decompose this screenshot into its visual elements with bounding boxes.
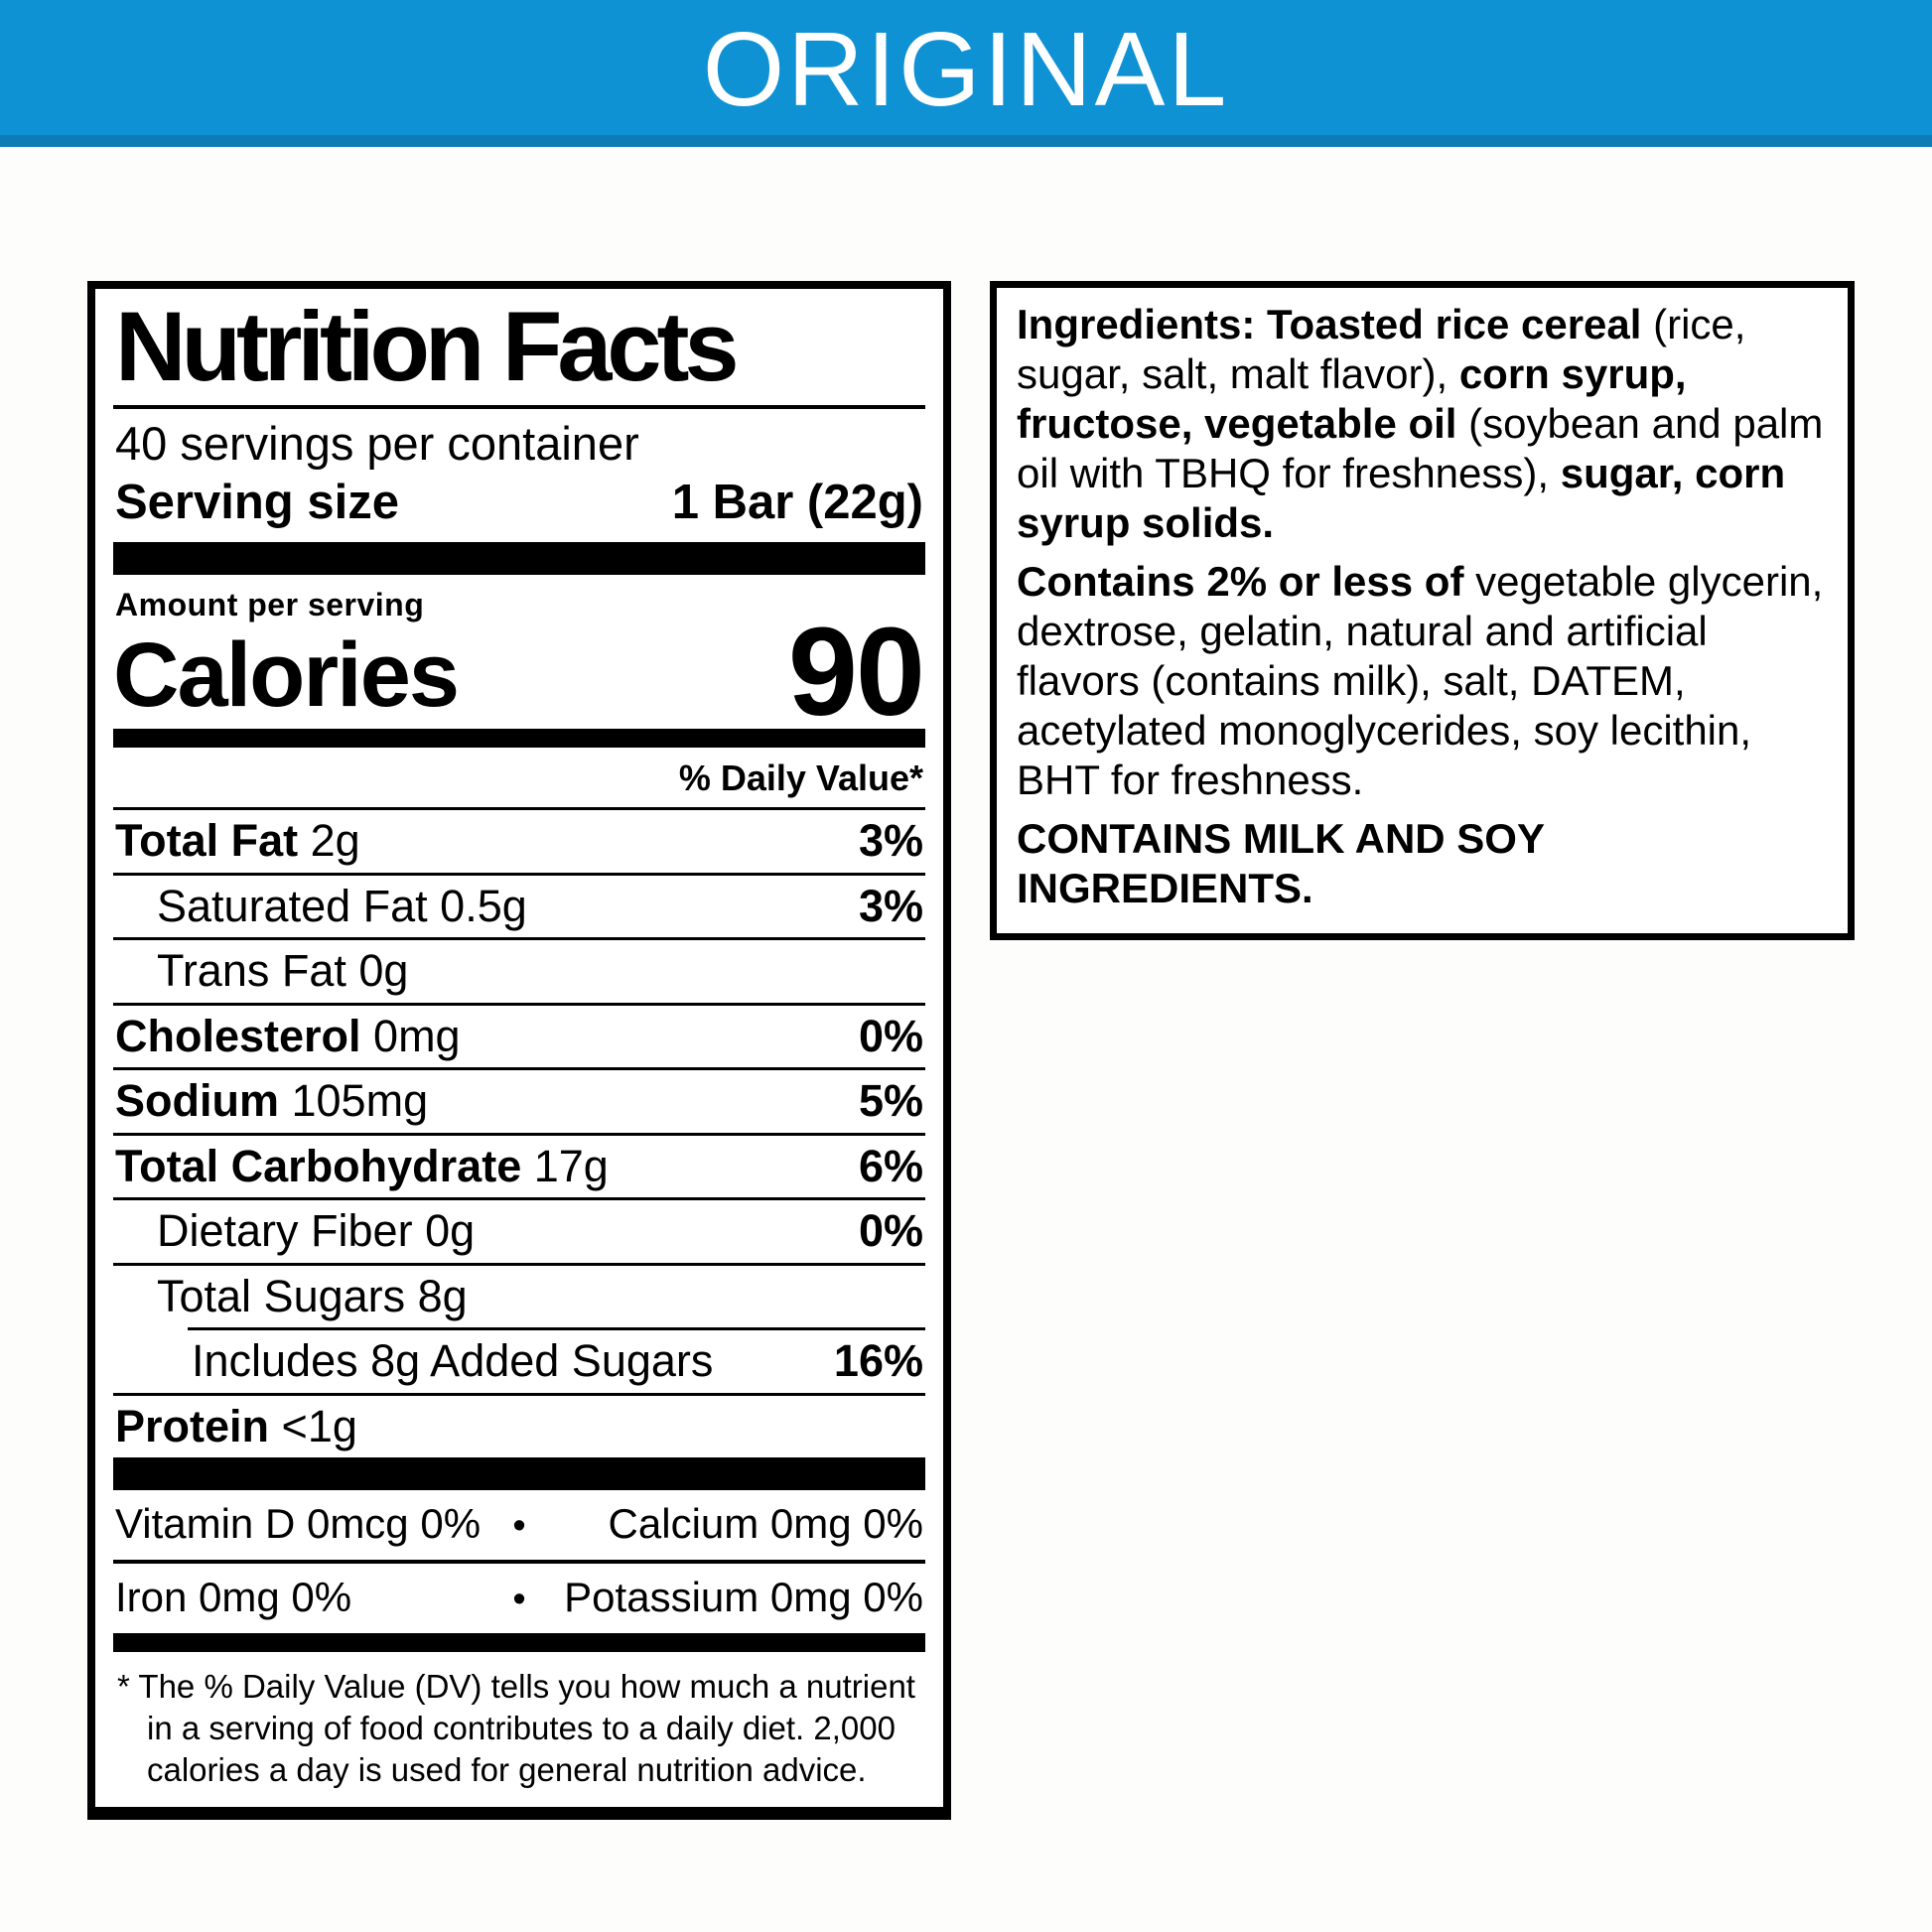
calories-row: Calories 90 xyxy=(113,602,925,743)
nutrient-name-and-amount: Total Carbohydrate 17g xyxy=(115,1142,609,1191)
nutrient-amount: 0g xyxy=(412,1205,476,1257)
nutrient-name-and-amount: Dietary Fiber 0g xyxy=(115,1206,475,1256)
nutrient-daily-value: 0% xyxy=(858,1205,923,1257)
nutrition-facts-panel: Nutrition Facts 40 servings per containe… xyxy=(87,281,951,1821)
nutrient-name-and-amount: Saturated Fat 0.5g xyxy=(115,882,527,931)
nutrient-name-and-amount: Sodium 105mg xyxy=(115,1076,428,1126)
divider-medium-calories xyxy=(113,729,925,749)
nutrient-name: Total Fat xyxy=(115,815,299,867)
flavor-banner: ORIGINAL xyxy=(0,0,1932,147)
ingredients-panel: Ingredients: Toasted rice cereal (rice, … xyxy=(990,281,1855,940)
nutrition-facts-title: Nutrition Facts xyxy=(113,295,925,409)
micronutrient-row: Vitamin D 0mcg 0% • Calcium 0mg 0% xyxy=(113,1490,925,1560)
flavor-banner-stripe xyxy=(0,135,1932,147)
ingredients-segment: corn syrup, fructose, vegetable oil xyxy=(1017,350,1687,447)
nutrient-row: Trans Fat 0g xyxy=(113,937,925,1003)
nutrient-row: Sodium 105mg 5% xyxy=(113,1067,925,1133)
nutrient-daily-value: 5% xyxy=(858,1075,923,1127)
nutrient-name: Total Carbohydrate xyxy=(115,1140,522,1191)
nutrient-row: Cholesterol 0mg 0% xyxy=(113,1002,925,1068)
nutrient-amount: 0mg xyxy=(360,1010,461,1061)
micronutrient-left: Vitamin D 0mcg 0% xyxy=(115,1500,482,1548)
flavor-banner-background: ORIGINAL xyxy=(0,0,1932,135)
servings-per-container: 40 servings per container xyxy=(115,416,639,470)
nutrient-row: Total Sugars 8g xyxy=(113,1262,925,1328)
ingredients-segment: (soybean and palm oil with TBHQ for fres… xyxy=(1017,400,1824,496)
nutrient-name: Sodium xyxy=(115,1075,279,1127)
divider-medium-footnote xyxy=(113,1632,925,1652)
nutrient-daily-value: 0% xyxy=(858,1010,923,1061)
nutrient-amount: 17g xyxy=(521,1140,609,1191)
amount-per-serving-label: Amount per serving xyxy=(115,587,425,623)
nutrient-name-and-amount: Includes 8g Added Sugars xyxy=(192,1336,713,1386)
nutrient-amount: <1g xyxy=(269,1400,357,1451)
nutrient-name-and-amount: Protein <1g xyxy=(115,1402,357,1451)
daily-value-footnote: * The % Daily Value (DV) tells you how m… xyxy=(117,1667,915,1789)
nutrient-name: Trans Fat xyxy=(157,945,346,997)
nutrient-name: Includes 8g Added Sugars xyxy=(192,1335,714,1387)
nutrient-amount: 0g xyxy=(345,945,409,997)
nutrient-daily-value: 3% xyxy=(858,880,923,931)
divider-thick-protein xyxy=(113,1457,925,1491)
bullet-separator: • xyxy=(512,1505,526,1548)
serving-size-label: Serving size xyxy=(115,476,399,530)
daily-value-header: % Daily Value* xyxy=(678,758,923,799)
nutrient-row: Includes 8g Added Sugars 16% xyxy=(188,1327,925,1393)
nutrient-daily-value: 6% xyxy=(858,1140,923,1191)
flavor-name: ORIGINAL xyxy=(702,11,1230,128)
ingredients-paragraph: CONTAINS MILK AND SOY INGREDIENTS. xyxy=(1017,814,1828,913)
ingredients-segment: Contains 2% or less of xyxy=(1017,558,1476,605)
nutrient-amount: 2g xyxy=(298,815,360,867)
nutrient-row: Protein <1g xyxy=(113,1392,925,1458)
micronutrient-left: Iron 0mg 0% xyxy=(115,1573,352,1620)
nutrient-name: Saturated Fat xyxy=(157,880,428,931)
nutrient-row: Saturated Fat 0.5g 3% xyxy=(113,872,925,938)
nutrient-amount: 105mg xyxy=(279,1075,429,1127)
ingredients-segment: Ingredients: Toasted rice cereal xyxy=(1017,301,1654,347)
ingredients-paragraph: Ingredients: Toasted rice cereal (rice, … xyxy=(1017,300,1828,548)
nutrient-daily-value: 16% xyxy=(833,1335,923,1387)
micronutrient-row: Iron 0mg 0% • Potassium 0mg 0% xyxy=(113,1559,925,1633)
nutrient-amount: 0.5g xyxy=(427,880,527,931)
divider-thick-top xyxy=(113,542,925,576)
nutrient-row: Dietary Fiber 0g 0% xyxy=(113,1197,925,1263)
bullet-separator: • xyxy=(512,1578,526,1620)
calories-label: Calories xyxy=(113,624,460,727)
ingredients-paragraph: Contains 2% or less of vegetable glyceri… xyxy=(1017,557,1828,805)
nutrient-row: Total Fat 2g 3% xyxy=(113,807,925,873)
nutrient-amount: 8g xyxy=(405,1270,468,1321)
nutrient-name-and-amount: Total Fat 2g xyxy=(115,816,360,866)
nutrient-name: Dietary Fiber xyxy=(157,1205,413,1257)
nutrient-daily-value: 3% xyxy=(858,815,923,867)
ingredients-segment: (rice, sugar, salt, malt flavor), xyxy=(1017,301,1746,397)
nutrient-row: Total Carbohydrate 17g 6% xyxy=(113,1132,925,1198)
micronutrient-rows: Vitamin D 0mcg 0% • Calcium 0mg 0% Iron 0mg… xyxy=(113,1490,925,1632)
ingredients-segment: sugar, corn syrup solids. xyxy=(1017,450,1786,546)
nutrient-name: Protein xyxy=(115,1400,270,1451)
ingredients-segment: vegetable glycerin, dextrose, gelatin, n… xyxy=(1017,558,1824,803)
nutrient-name-and-amount: Total Sugars 8g xyxy=(115,1272,468,1321)
nutrient-name-and-amount: Cholesterol 0mg xyxy=(115,1012,461,1061)
nutrient-name: Total Sugars xyxy=(157,1270,406,1321)
serving-size-value: 1 Bar (22g) xyxy=(671,476,923,530)
micronutrient-right: Calcium 0mg 0% xyxy=(608,1500,923,1548)
calories-value: 90 xyxy=(787,602,925,743)
serving-size-row: Serving size 1 Bar (22g) xyxy=(113,471,925,542)
micronutrient-right: Potassium 0mg 0% xyxy=(564,1573,923,1620)
nutrient-rows: Total Fat 2g 3% Saturated Fat 0.5g 3% Trans … xyxy=(113,807,925,1457)
nutrient-name: Cholesterol xyxy=(115,1010,361,1061)
ingredients-segment: CONTAINS MILK AND SOY INGREDIENTS. xyxy=(1017,815,1545,911)
nutrient-name-and-amount: Trans Fat 0g xyxy=(115,946,408,996)
